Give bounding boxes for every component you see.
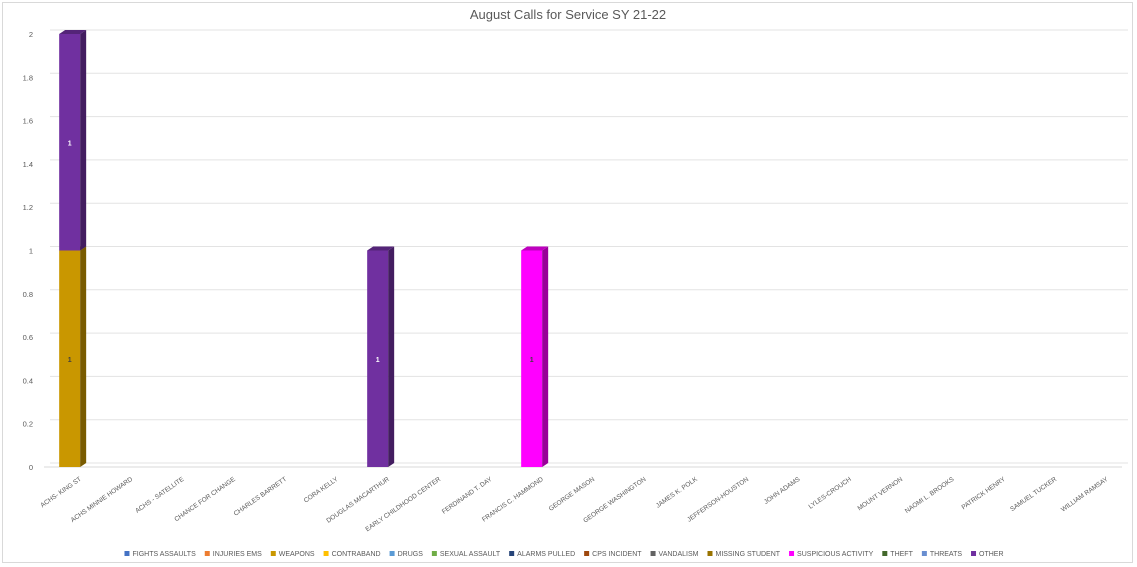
chart-title: August Calls for Service SY 21-22: [470, 7, 666, 22]
x-tick-label: SAMUEL TUCKER: [1009, 476, 1058, 513]
legend-label: CPS INCIDENT: [592, 551, 642, 558]
x-tick-label: CHARLES BARRETT: [233, 476, 289, 518]
legend-label: DRUGS: [398, 551, 424, 558]
x-tick-label: PATRICK HENRY: [960, 476, 1007, 512]
legend-label: SEXUAL ASSAULT: [440, 551, 501, 558]
x-tick-label: MOUNT VERNON: [856, 476, 904, 512]
bar-top: [59, 30, 87, 34]
legend-item: VANDALISM: [650, 551, 699, 558]
bar-weapons: 1: [59, 246, 87, 467]
y-tick-label: 1.4: [23, 160, 33, 169]
y-tick-label: 0.6: [23, 333, 33, 342]
bar-side: [388, 246, 395, 467]
legend-label: FIGHTS ASSAULTS: [132, 551, 196, 558]
legend-item: FIGHTS ASSAULTS: [124, 551, 196, 558]
legend-label: WEAPONS: [279, 551, 315, 558]
bar-top: [521, 246, 549, 251]
x-tick-label: LYLES-CROUCH: [807, 476, 853, 511]
legend-swatch: [204, 551, 210, 556]
bar-suspicious-activity: 1: [521, 246, 549, 467]
legend-swatch: [789, 551, 795, 556]
bar-front: [367, 250, 389, 467]
y-tick-label: 2: [29, 30, 33, 39]
legend-swatch: [584, 551, 590, 556]
bar-front: [59, 34, 81, 251]
legend-label: OTHER: [979, 551, 1004, 558]
bar-front: [521, 250, 543, 467]
legend-swatch: [389, 551, 395, 556]
legend-item: ALARMS PULLED: [509, 551, 575, 558]
x-tick-label: JAMES K. POLK: [655, 476, 700, 510]
bars: 1 1 1 1: [59, 30, 549, 467]
legend-swatch: [323, 551, 329, 556]
bar-side: [80, 30, 87, 251]
y-tick-label: 0.8: [23, 290, 33, 299]
y-tick-label: 0.2: [23, 420, 33, 429]
legend-item: DRUGS: [389, 551, 424, 558]
x-tick-label: NAOMI L. BROOKS: [904, 476, 956, 515]
legend-item: SUSPICIOUS ACTIVITY: [789, 551, 874, 558]
data-label: 1: [68, 357, 72, 364]
y-tick-label: 0.4: [23, 376, 33, 385]
legend-label: THREATS: [930, 551, 962, 558]
legend-label: SUSPICIOUS ACTIVITY: [797, 551, 874, 558]
bar-other: 1: [59, 30, 87, 251]
legend-swatch: [882, 551, 888, 556]
data-label: 1: [376, 357, 380, 364]
bar-side: [80, 246, 87, 467]
legend-item: MISSING STUDENT: [707, 551, 781, 558]
legend-item: OTHER: [971, 551, 1004, 558]
x-tick-label: JOHN ADAMS: [763, 476, 802, 506]
y-axis: 0 0.2 0.4 0.6 0.8 1 1.2 1.4 1.6 1.8 2: [23, 30, 33, 472]
x-tick-label: WILLIAM RAMSAY: [1060, 476, 1110, 514]
legend-item: THREATS: [921, 551, 962, 558]
legend-swatch: [431, 551, 437, 556]
bar-other: 1: [367, 246, 395, 467]
y-tick-label: 1.2: [23, 203, 33, 212]
legend-label: MISSING STUDENT: [715, 551, 780, 558]
legend-swatch: [509, 551, 515, 556]
x-tick-label: CORA KELLY: [303, 476, 340, 505]
data-label: 1: [68, 140, 72, 147]
legend-swatch: [707, 551, 713, 556]
legend-item: CONTRABAND: [323, 551, 381, 558]
legend-item: CPS INCIDENT: [584, 551, 642, 558]
legend-label: THEFT: [890, 551, 913, 558]
legend-item: THEFT: [882, 551, 914, 558]
bar-top: [367, 246, 395, 251]
x-tick-label: ACHS - SATELLITE: [134, 476, 186, 515]
data-label: 1: [530, 357, 534, 364]
legend-swatch: [921, 551, 927, 556]
legend-item: WEAPONS: [270, 551, 315, 558]
y-tick-label: 1.6: [23, 117, 33, 126]
legend-swatch: [650, 551, 656, 556]
x-tick-label: GEORGE MASON: [548, 476, 597, 513]
x-tick-label: ACHS- KING ST: [39, 476, 82, 509]
legend-swatch: [971, 551, 977, 556]
legend-label: INJURIES EMS: [213, 551, 262, 558]
y-tick-label: 0: [29, 463, 33, 472]
x-tick-label: FERDINAND T. DAY: [441, 476, 494, 516]
legend-swatch: [124, 551, 130, 556]
legend: FIGHTS ASSAULTS INJURIES EMS WEAPONS CONTRA…: [124, 551, 1004, 558]
bar-front: [59, 250, 81, 467]
legend-item: INJURIES EMS: [204, 551, 262, 558]
legend-swatch: [270, 551, 276, 556]
y-tick-label: 1: [29, 247, 33, 256]
gridlines: [44, 29, 1128, 468]
legend-item: SEXUAL ASSAULT: [431, 551, 501, 558]
bar-side: [542, 246, 549, 467]
legend-label: ALARMS PULLED: [517, 551, 575, 558]
legend-label: VANDALISM: [659, 551, 699, 558]
y-tick-label: 1.8: [23, 73, 33, 82]
legend-label: CONTRABAND: [332, 551, 381, 558]
